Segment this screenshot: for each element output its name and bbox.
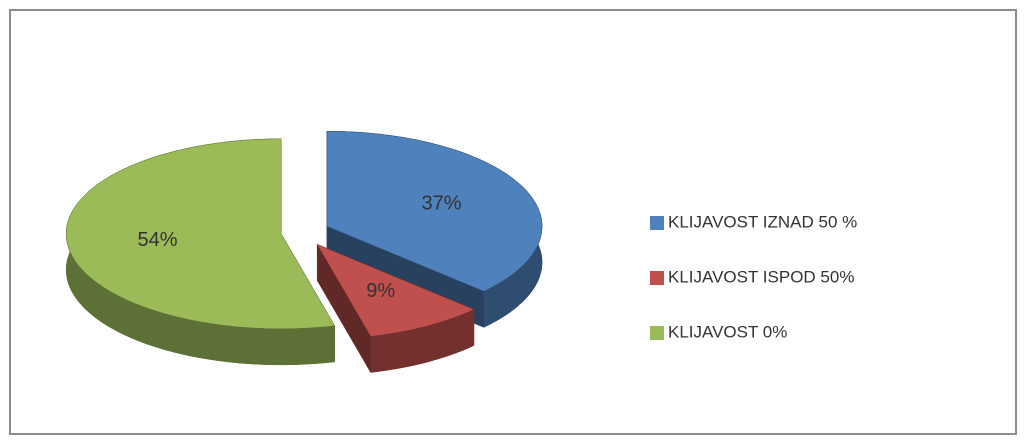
slice-top: [316, 243, 475, 337]
legend-label: KLIJAVOST 0%: [668, 322, 787, 341]
data-label: 37%: [421, 193, 461, 215]
legend-label: KLIJAVOST ISPOD 50%: [668, 267, 854, 286]
slice-top: [65, 138, 336, 330]
slice-top: [326, 131, 543, 292]
data-label: 54%: [137, 229, 177, 251]
slice: [316, 243, 475, 374]
legend-label: KLIJAVOST IZNAD 50 %: [668, 212, 857, 231]
data-label: 9%: [366, 280, 395, 302]
legend-swatch: [650, 271, 664, 285]
legend-swatch: [650, 326, 664, 340]
slice: [65, 138, 336, 366]
legend-swatch: [650, 216, 664, 230]
